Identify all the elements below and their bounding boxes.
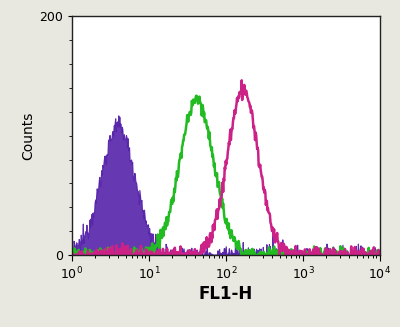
Y-axis label: Counts: Counts xyxy=(21,112,35,160)
X-axis label: FL1-H: FL1-H xyxy=(199,285,253,303)
